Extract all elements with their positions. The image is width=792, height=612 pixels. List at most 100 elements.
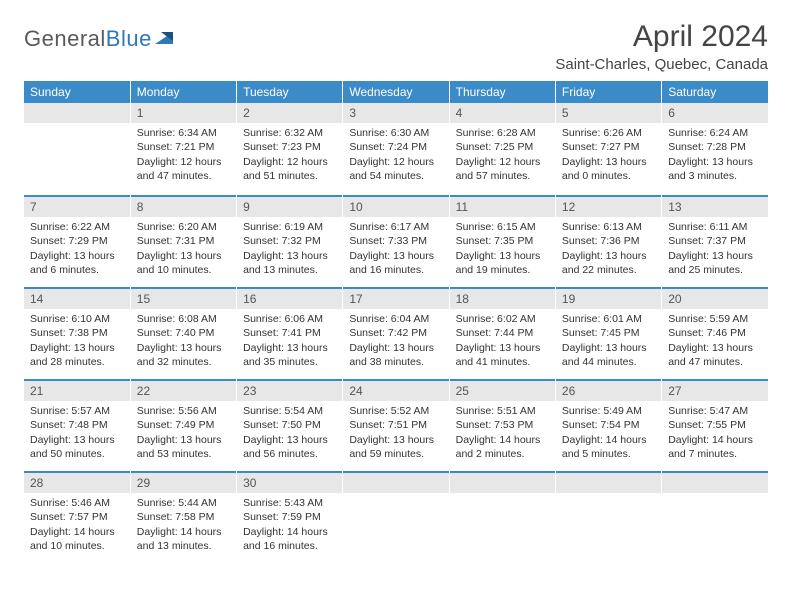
day-number: 11	[450, 195, 555, 217]
sunset-text: Sunset: 7:50 PM	[243, 418, 336, 432]
flag-icon	[155, 28, 177, 51]
day-number: 30	[237, 471, 342, 493]
day-content: Sunrise: 6:11 AMSunset: 7:37 PMDaylight:…	[662, 217, 768, 283]
sunrise-text: Sunrise: 5:47 AM	[668, 404, 762, 418]
daylight-text: Daylight: 13 hours and 3 minutes.	[668, 155, 762, 183]
daylight-text: Daylight: 13 hours and 25 minutes.	[668, 249, 762, 277]
calendar-day-cell: 19Sunrise: 6:01 AMSunset: 7:45 PMDayligh…	[555, 287, 661, 379]
month-title: April 2024	[555, 20, 768, 54]
sunset-text: Sunset: 7:24 PM	[349, 140, 442, 154]
day-content: Sunrise: 6:15 AMSunset: 7:35 PMDaylight:…	[450, 217, 555, 283]
day-number: 27	[662, 379, 768, 401]
sunrise-text: Sunrise: 5:52 AM	[349, 404, 442, 418]
calendar-day-cell: 13Sunrise: 6:11 AMSunset: 7:37 PMDayligh…	[662, 195, 768, 287]
day-content: Sunrise: 6:01 AMSunset: 7:45 PMDaylight:…	[556, 309, 661, 375]
weekday-header-row: SundayMondayTuesdayWednesdayThursdayFrid…	[24, 81, 768, 103]
day-number: 15	[131, 287, 236, 309]
day-content: Sunrise: 5:56 AMSunset: 7:49 PMDaylight:…	[131, 401, 236, 467]
weekday-header: Saturday	[662, 81, 768, 103]
day-content: Sunrise: 6:04 AMSunset: 7:42 PMDaylight:…	[343, 309, 448, 375]
calendar-empty-cell	[555, 471, 661, 563]
day-content: Sunrise: 5:54 AMSunset: 7:50 PMDaylight:…	[237, 401, 342, 467]
sunrise-text: Sunrise: 5:57 AM	[30, 404, 124, 418]
day-number: 3	[343, 103, 448, 123]
daylight-text: Daylight: 13 hours and 16 minutes.	[349, 249, 442, 277]
sunrise-text: Sunrise: 6:26 AM	[562, 126, 655, 140]
calendar-day-cell: 10Sunrise: 6:17 AMSunset: 7:33 PMDayligh…	[343, 195, 449, 287]
sunset-text: Sunset: 7:42 PM	[349, 326, 442, 340]
day-content: Sunrise: 5:57 AMSunset: 7:48 PMDaylight:…	[24, 401, 130, 467]
day-number: 4	[450, 103, 555, 123]
sunset-text: Sunset: 7:36 PM	[562, 234, 655, 248]
day-number: 16	[237, 287, 342, 309]
sunset-text: Sunset: 7:21 PM	[137, 140, 230, 154]
day-content: Sunrise: 6:13 AMSunset: 7:36 PMDaylight:…	[556, 217, 661, 283]
day-content: Sunrise: 6:10 AMSunset: 7:38 PMDaylight:…	[24, 309, 130, 375]
day-number-bar	[662, 471, 768, 493]
calendar-day-cell: 7Sunrise: 6:22 AMSunset: 7:29 PMDaylight…	[24, 195, 130, 287]
sunrise-text: Sunrise: 6:10 AM	[30, 312, 124, 326]
daylight-text: Daylight: 13 hours and 41 minutes.	[456, 341, 549, 369]
daylight-text: Daylight: 13 hours and 47 minutes.	[668, 341, 762, 369]
daylight-text: Daylight: 13 hours and 53 minutes.	[137, 433, 230, 461]
calendar-day-cell: 1Sunrise: 6:34 AMSunset: 7:21 PMDaylight…	[130, 103, 236, 195]
day-content: Sunrise: 6:02 AMSunset: 7:44 PMDaylight:…	[450, 309, 555, 375]
sunset-text: Sunset: 7:57 PM	[30, 510, 124, 524]
day-number: 29	[131, 471, 236, 493]
calendar-week-row: 28Sunrise: 5:46 AMSunset: 7:57 PMDayligh…	[24, 471, 768, 563]
daylight-text: Daylight: 12 hours and 54 minutes.	[349, 155, 442, 183]
daylight-text: Daylight: 13 hours and 10 minutes.	[137, 249, 230, 277]
sunset-text: Sunset: 7:46 PM	[668, 326, 762, 340]
sunset-text: Sunset: 7:59 PM	[243, 510, 336, 524]
sunset-text: Sunset: 7:51 PM	[349, 418, 442, 432]
day-content: Sunrise: 6:08 AMSunset: 7:40 PMDaylight:…	[131, 309, 236, 375]
calendar-empty-cell	[343, 471, 449, 563]
daylight-text: Daylight: 13 hours and 28 minutes.	[30, 341, 124, 369]
day-content: Sunrise: 6:28 AMSunset: 7:25 PMDaylight:…	[450, 123, 555, 189]
calendar-day-cell: 17Sunrise: 6:04 AMSunset: 7:42 PMDayligh…	[343, 287, 449, 379]
sunrise-text: Sunrise: 6:06 AM	[243, 312, 336, 326]
calendar-empty-cell	[449, 471, 555, 563]
daylight-text: Daylight: 13 hours and 38 minutes.	[349, 341, 442, 369]
day-content: Sunrise: 5:59 AMSunset: 7:46 PMDaylight:…	[662, 309, 768, 375]
day-number: 28	[24, 471, 130, 493]
sunrise-text: Sunrise: 5:59 AM	[668, 312, 762, 326]
sunset-text: Sunset: 7:44 PM	[456, 326, 549, 340]
sunset-text: Sunset: 7:40 PM	[137, 326, 230, 340]
sunset-text: Sunset: 7:33 PM	[349, 234, 442, 248]
day-content: Sunrise: 6:20 AMSunset: 7:31 PMDaylight:…	[131, 217, 236, 283]
calendar-day-cell: 26Sunrise: 5:49 AMSunset: 7:54 PMDayligh…	[555, 379, 661, 471]
daylight-text: Daylight: 14 hours and 13 minutes.	[137, 525, 230, 553]
sunset-text: Sunset: 7:31 PM	[137, 234, 230, 248]
day-content: Sunrise: 5:49 AMSunset: 7:54 PMDaylight:…	[556, 401, 661, 467]
calendar-day-cell: 29Sunrise: 5:44 AMSunset: 7:58 PMDayligh…	[130, 471, 236, 563]
sunrise-text: Sunrise: 6:01 AM	[562, 312, 655, 326]
sunset-text: Sunset: 7:25 PM	[456, 140, 549, 154]
daylight-text: Daylight: 13 hours and 19 minutes.	[456, 249, 549, 277]
calendar-table: SundayMondayTuesdayWednesdayThursdayFrid…	[24, 81, 768, 563]
calendar-day-cell: 2Sunrise: 6:32 AMSunset: 7:23 PMDaylight…	[237, 103, 343, 195]
sunrise-text: Sunrise: 6:28 AM	[456, 126, 549, 140]
calendar-day-cell: 4Sunrise: 6:28 AMSunset: 7:25 PMDaylight…	[449, 103, 555, 195]
day-number: 6	[662, 103, 768, 123]
day-number-bar	[450, 471, 555, 493]
day-number: 24	[343, 379, 448, 401]
calendar-day-cell: 8Sunrise: 6:20 AMSunset: 7:31 PMDaylight…	[130, 195, 236, 287]
sunrise-text: Sunrise: 6:30 AM	[349, 126, 442, 140]
calendar-empty-cell	[24, 103, 130, 195]
day-number: 5	[556, 103, 661, 123]
day-number: 26	[556, 379, 661, 401]
sunrise-text: Sunrise: 6:02 AM	[456, 312, 549, 326]
day-number: 21	[24, 379, 130, 401]
calendar-week-row: 7Sunrise: 6:22 AMSunset: 7:29 PMDaylight…	[24, 195, 768, 287]
day-number: 19	[556, 287, 661, 309]
calendar-day-cell: 15Sunrise: 6:08 AMSunset: 7:40 PMDayligh…	[130, 287, 236, 379]
daylight-text: Daylight: 14 hours and 10 minutes.	[30, 525, 124, 553]
day-content: Sunrise: 5:47 AMSunset: 7:55 PMDaylight:…	[662, 401, 768, 467]
daylight-text: Daylight: 14 hours and 5 minutes.	[562, 433, 655, 461]
day-number-bar	[343, 471, 448, 493]
calendar-week-row: 1Sunrise: 6:34 AMSunset: 7:21 PMDaylight…	[24, 103, 768, 195]
sunrise-text: Sunrise: 6:13 AM	[562, 220, 655, 234]
daylight-text: Daylight: 13 hours and 59 minutes.	[349, 433, 442, 461]
daylight-text: Daylight: 13 hours and 6 minutes.	[30, 249, 124, 277]
